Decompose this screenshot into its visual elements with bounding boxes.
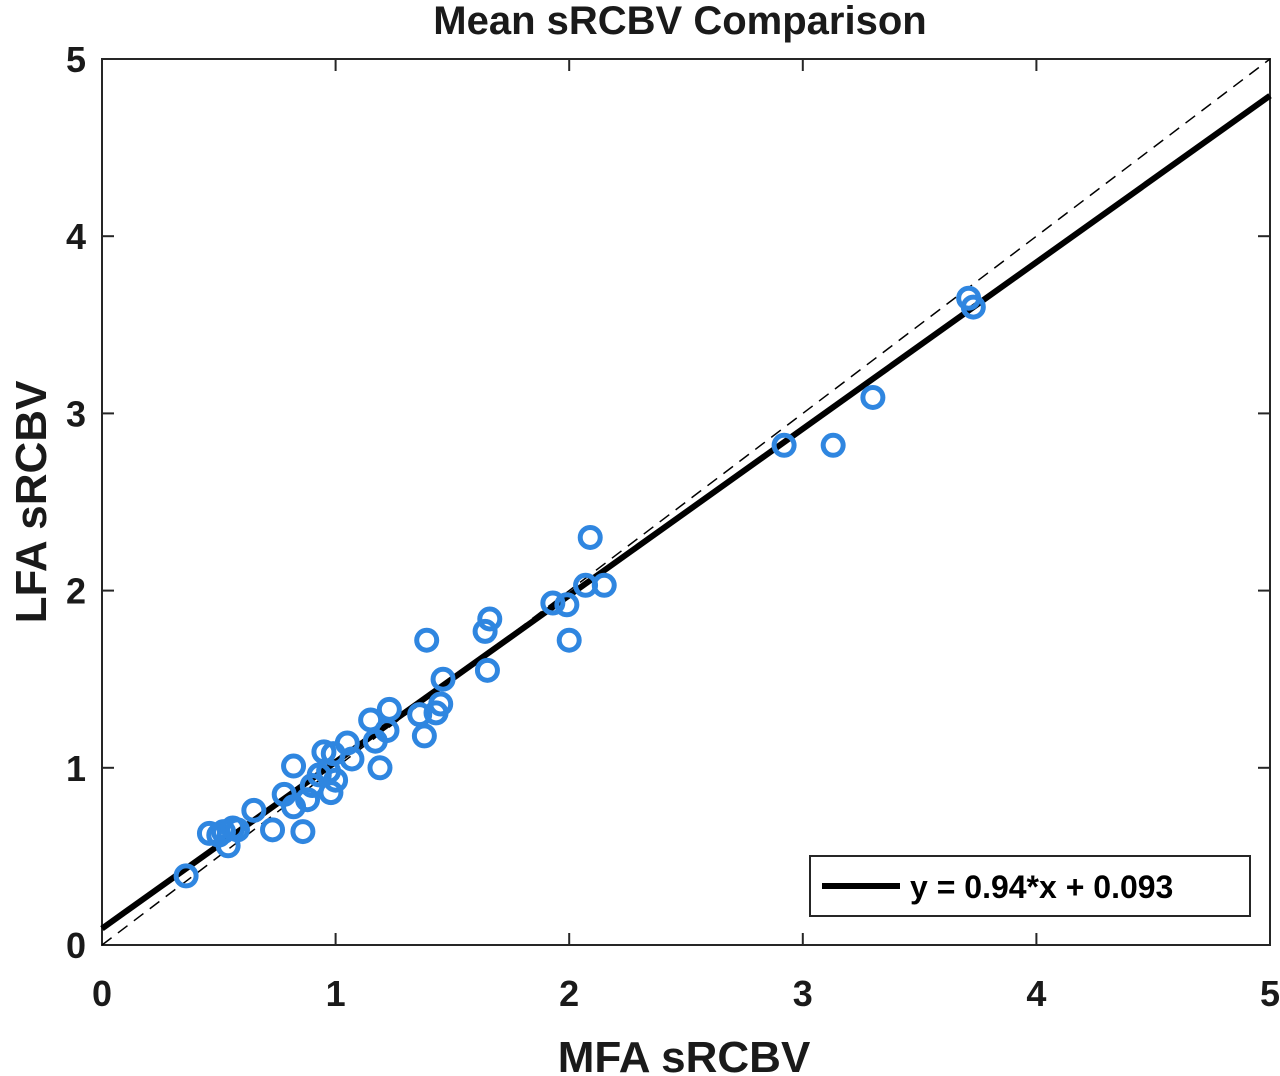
- data-point: [367, 755, 393, 781]
- data-point: [477, 606, 503, 632]
- y-tick-label: 4: [66, 216, 86, 257]
- data-point: [281, 753, 307, 779]
- identity-dashed-line: [101, 58, 1271, 946]
- plot-frame: [101, 58, 1271, 946]
- legend-label: y = 0.94*x + 0.093: [910, 869, 1173, 905]
- data-point: [960, 294, 986, 320]
- y-tick-label: 2: [66, 571, 86, 612]
- y-tick-label: 3: [66, 393, 86, 434]
- tick-marks: [101, 58, 1271, 946]
- data-point: [554, 592, 580, 618]
- data-point: [591, 572, 617, 598]
- data-point: [472, 618, 498, 644]
- data-point: [260, 817, 286, 843]
- plot-area: [100, 58, 1272, 946]
- data-point: [318, 780, 344, 806]
- x-tick-labels: 0 1 2 3 4 5: [92, 973, 1280, 1014]
- x-tick-label: 3: [793, 973, 813, 1014]
- data-point: [556, 627, 582, 653]
- y-tick-label: 0: [66, 925, 86, 966]
- data-point: [411, 723, 437, 749]
- x-tick-label: 2: [559, 973, 579, 1014]
- data-point: [323, 767, 349, 793]
- data-point: [771, 432, 797, 458]
- x-tick-label: 5: [1260, 973, 1280, 1014]
- data-point: [339, 746, 365, 772]
- line-layer: [100, 58, 1272, 946]
- data-point: [577, 524, 603, 550]
- data-point: [860, 384, 886, 410]
- data-point: [241, 797, 267, 823]
- data-point: [474, 657, 500, 683]
- legend: y = 0.94*x + 0.093: [809, 855, 1251, 917]
- data-point: [295, 787, 321, 813]
- y-tick-label: 1: [66, 748, 86, 789]
- x-axis-label: MFA sRCBV: [558, 1033, 811, 1076]
- chart-title: Mean sRCBV Comparison: [433, 0, 926, 43]
- data-point: [428, 691, 454, 717]
- x-tick-label: 4: [1026, 973, 1046, 1014]
- data-point: [224, 817, 250, 843]
- data-point: [414, 627, 440, 653]
- data-point: [173, 863, 199, 889]
- y-tick-label: 5: [66, 39, 86, 80]
- data-point: [430, 666, 456, 692]
- x-tick-label: 1: [326, 973, 346, 1014]
- data-point: [820, 432, 846, 458]
- data-point: [376, 696, 402, 722]
- regression-fit-line: [100, 93, 1272, 931]
- data-point: [540, 590, 566, 616]
- x-tick-label: 0: [92, 973, 112, 1014]
- y-axis-label: LFA sRCBV: [7, 380, 56, 623]
- points-layer: [173, 285, 986, 889]
- y-tick-labels: 0 1 2 3 4 5: [66, 39, 86, 966]
- data-point: [290, 819, 316, 845]
